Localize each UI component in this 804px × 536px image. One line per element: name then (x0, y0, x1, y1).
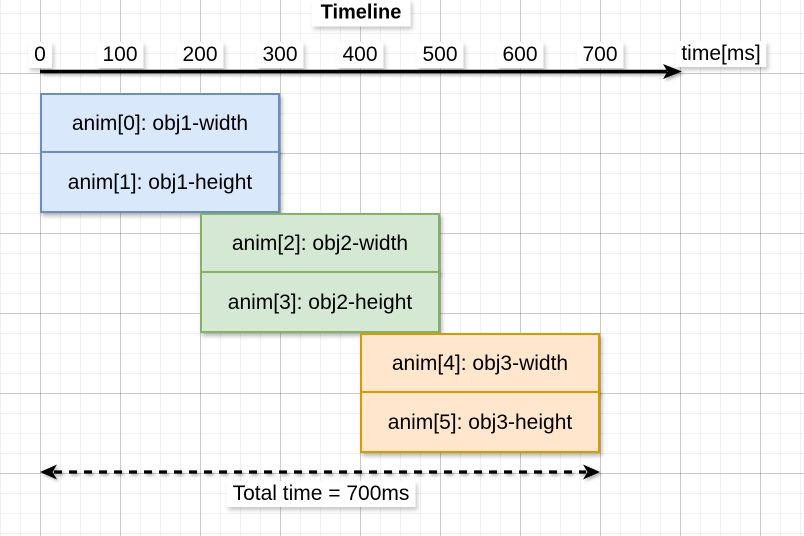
total-time-label: Total time = 700ms (226, 480, 416, 508)
total-time-arrow (40, 464, 600, 480)
anim-bar-0-label: anim[0]: obj1-width (71, 111, 249, 135)
anim-bar-0[interactable]: anim[0]: obj1-width (40, 93, 280, 153)
anim-bar-1-label: anim[1]: obj1-height (67, 170, 253, 194)
anim-bar-3[interactable]: anim[3]: obj2-height (200, 271, 440, 333)
axis-tick-400: 400 (336, 41, 384, 69)
diagram-title: Timeline (311, 0, 411, 27)
axis-tick-100: 100 (96, 41, 144, 69)
axis-tick-500: 500 (416, 41, 464, 69)
axis-tick-0: 0 (28, 41, 52, 69)
axis-unit-label: time[ms] (675, 40, 767, 68)
anim-bar-5-label: anim[5]: obj3-height (387, 410, 573, 434)
axis-tick-200: 200 (176, 41, 224, 69)
anim-bar-5[interactable]: anim[5]: obj3-height (360, 391, 600, 453)
axis-tick-600: 600 (496, 41, 544, 69)
axis-tick-300: 300 (256, 41, 304, 69)
anim-bar-3-label: anim[3]: obj2-height (227, 290, 413, 314)
anim-bar-1[interactable]: anim[1]: obj1-height (40, 151, 280, 213)
anim-bar-4-label: anim[4]: obj3-width (391, 351, 569, 375)
anim-bar-2[interactable]: anim[2]: obj2-width (200, 213, 440, 273)
anim-bar-4[interactable]: anim[4]: obj3-width (360, 333, 600, 393)
axis-tick-700: 700 (576, 41, 624, 69)
anim-bar-2-label: anim[2]: obj2-width (231, 231, 409, 255)
